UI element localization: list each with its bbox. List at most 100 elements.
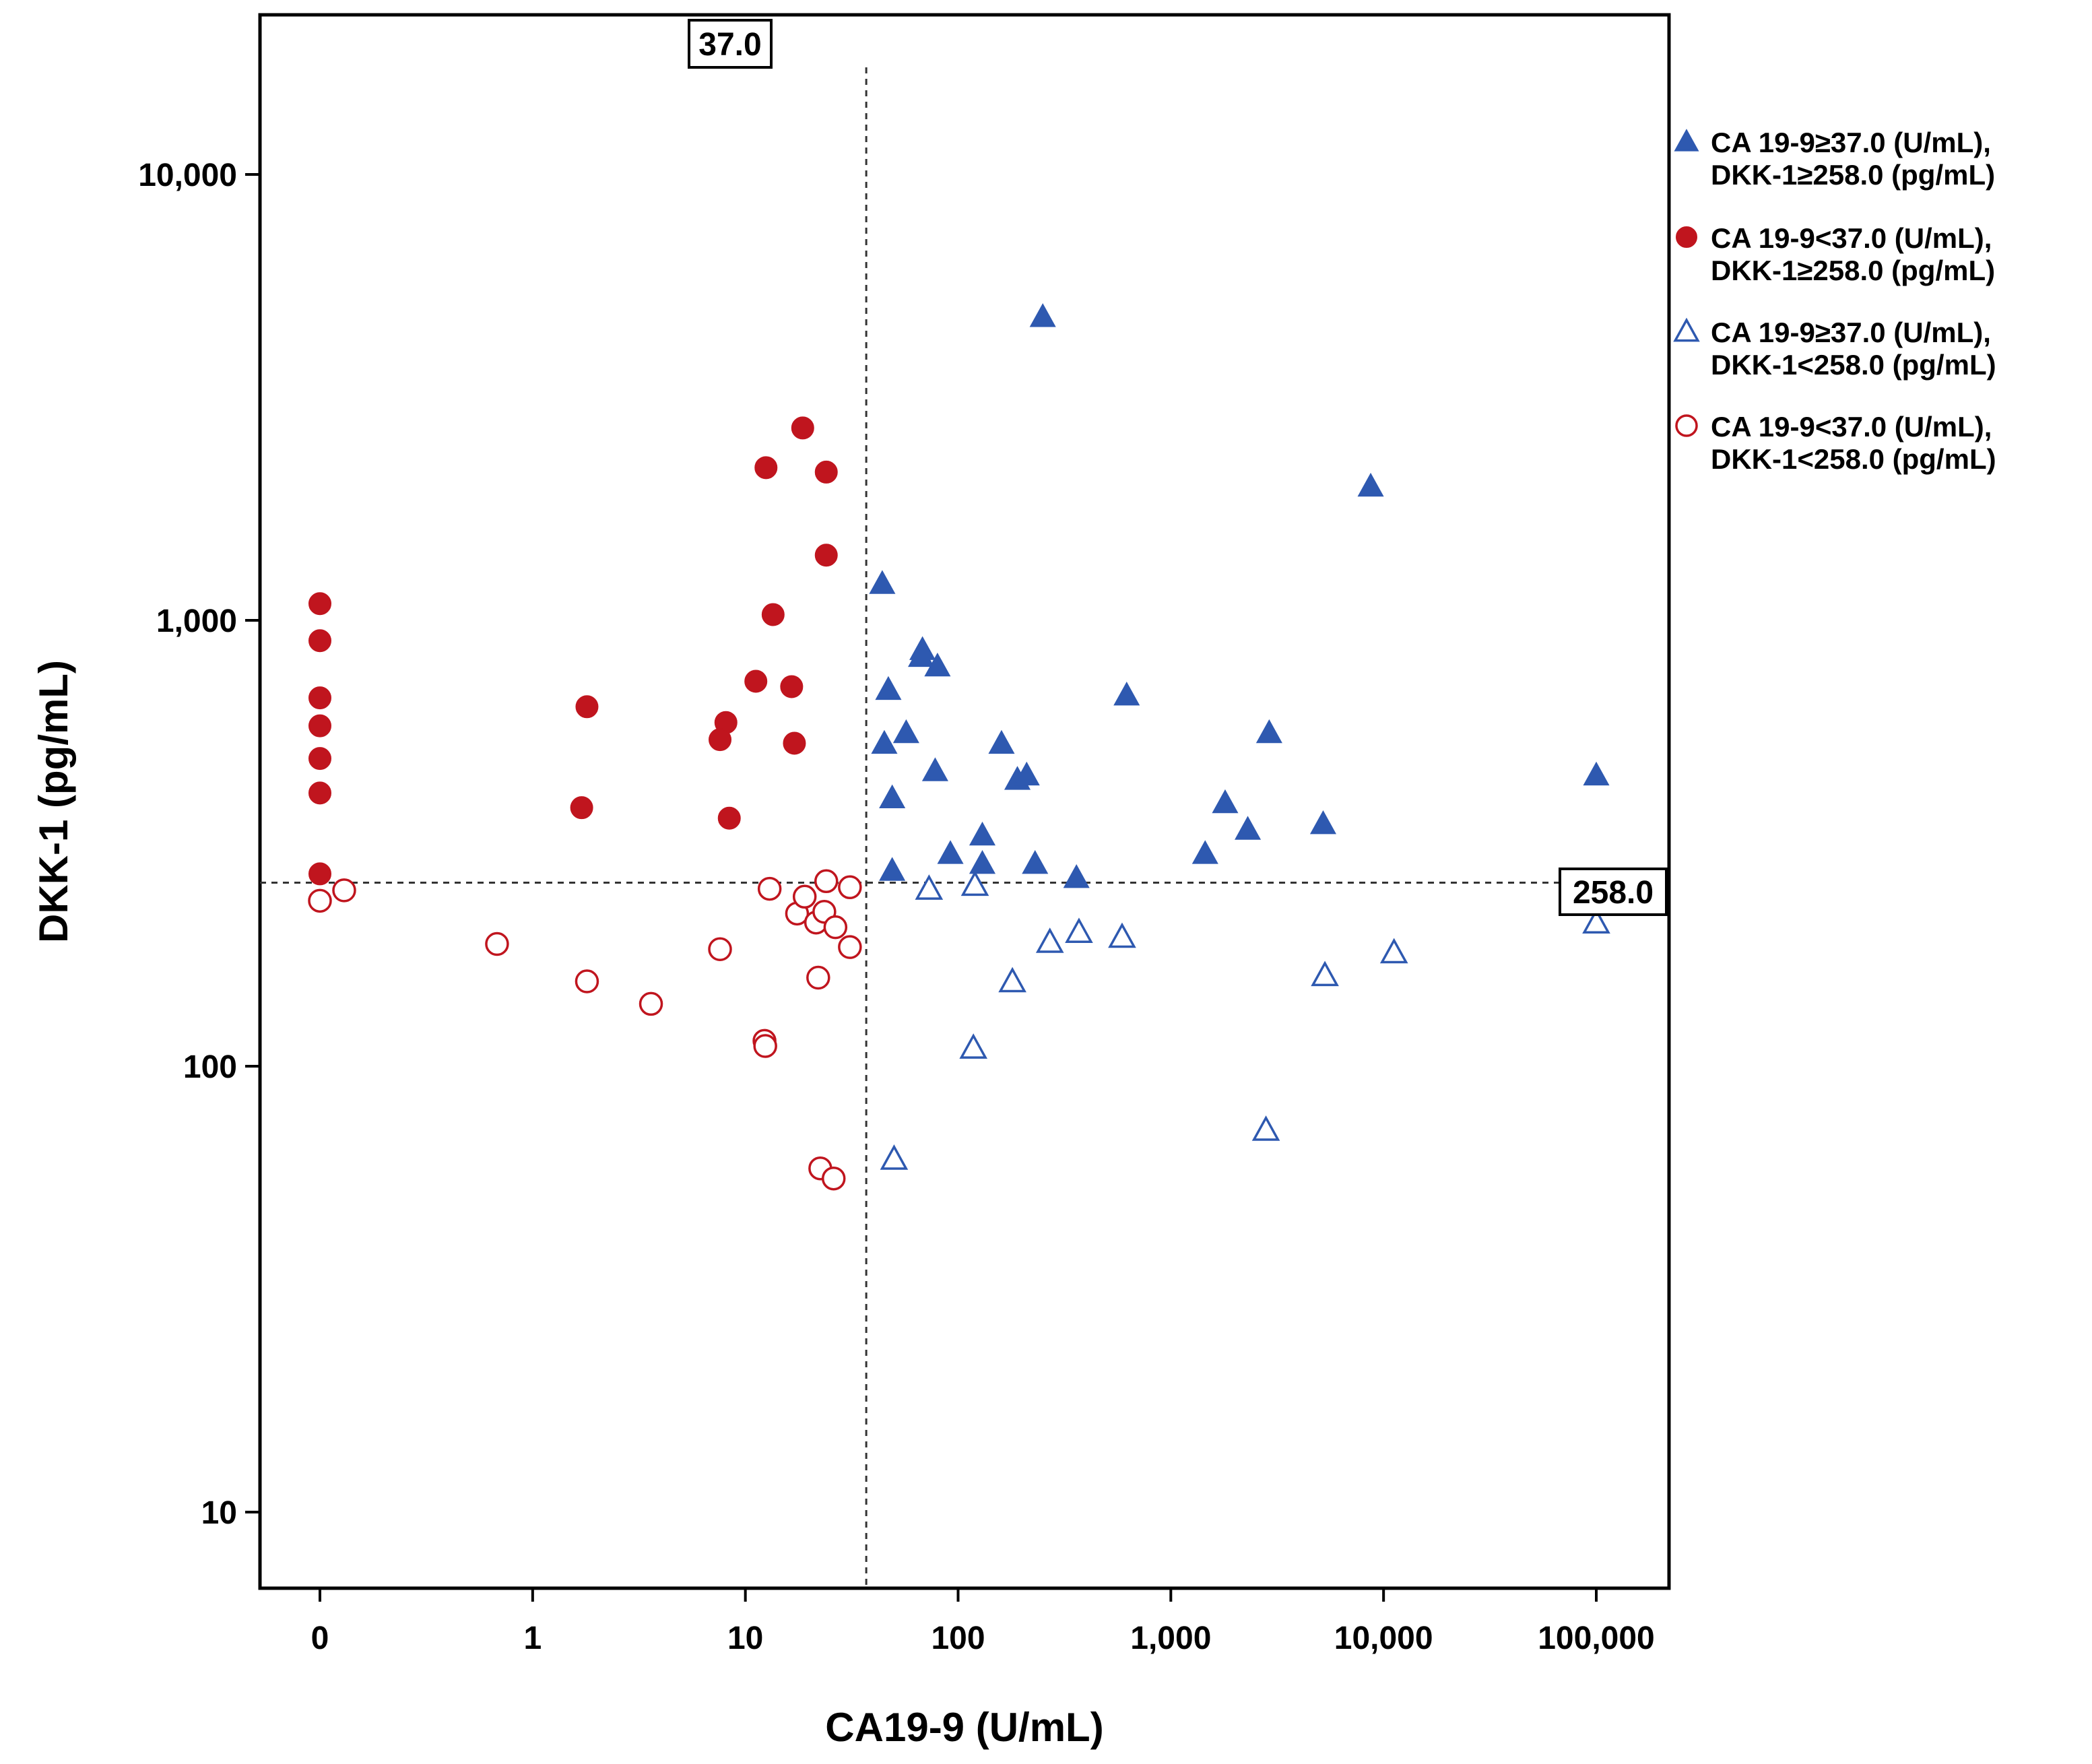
legend-label-line: DKK-1<258.0 (pg/mL) <box>1711 443 1996 475</box>
data-point <box>937 840 964 864</box>
data-point <box>754 456 778 480</box>
data-point <box>988 729 1015 754</box>
legend-label-line: DKK-1<258.0 (pg/mL) <box>1711 349 1996 381</box>
data-point <box>1113 682 1140 706</box>
data-point <box>875 676 902 700</box>
data-point <box>998 967 1026 993</box>
data-point <box>308 714 331 738</box>
data-point <box>1379 938 1408 964</box>
reference-lines <box>260 67 1560 1588</box>
data-point <box>308 686 331 710</box>
data-point <box>879 857 906 881</box>
data-point <box>1251 1115 1280 1141</box>
data-point <box>753 1034 777 1058</box>
data-point <box>791 416 814 440</box>
data-point <box>869 570 896 594</box>
x-axis-title: CA19-9 (U/mL) <box>825 1705 1103 1750</box>
data-point <box>921 757 948 781</box>
data-point <box>806 965 830 990</box>
data-point <box>1255 719 1282 744</box>
data-point <box>308 781 331 805</box>
legend-item-4: CA 19-9<37.0 (U/mL),DKK-1<258.0 (pg/mL) <box>1675 411 1996 475</box>
data-point <box>575 695 599 719</box>
data-point <box>1357 472 1384 497</box>
y-tick-label: 100 <box>183 1049 237 1085</box>
data-point <box>814 460 838 484</box>
data-point <box>960 870 989 896</box>
data-point <box>1029 303 1056 327</box>
data-point <box>1191 840 1218 864</box>
data-point <box>1063 863 1090 888</box>
y-tick-label: 10,000 <box>138 158 237 193</box>
data-point <box>308 862 331 886</box>
data-point <box>892 719 919 744</box>
series-1 <box>869 303 1610 888</box>
data-point <box>783 731 806 755</box>
legend-marker <box>1675 414 1698 437</box>
legend: CA 19-9≥37.0 (U/mL),DKK-1≥258.0 (pg/mL)C… <box>1673 127 1996 475</box>
legend-label-line: CA 19-9<37.0 (U/mL), <box>1711 411 1992 443</box>
data-point <box>708 937 732 962</box>
data-point <box>709 728 732 752</box>
y-tick-label: 10 <box>201 1495 237 1531</box>
y-axis: 10 100 1,000 10,000 <box>138 158 260 1531</box>
data-point <box>924 652 951 677</box>
data-point <box>821 1166 846 1191</box>
legend-item-2: CA 19-9<37.0 (U/mL),DKK-1≥258.0 (pg/mL) <box>1676 222 1995 286</box>
data-points <box>308 303 1610 1191</box>
data-point <box>1065 917 1093 944</box>
legend-marker <box>1674 129 1699 152</box>
data-point <box>1583 761 1610 786</box>
legend-marker <box>1676 226 1697 248</box>
ref-label-x-text: 37.0 <box>698 27 761 63</box>
data-point <box>1013 761 1040 786</box>
plot-frame <box>258 13 1671 1590</box>
ref-label-x: 37.0 <box>688 19 773 69</box>
legend-label-line: DKK-1≥258.0 (pg/mL) <box>1711 159 1995 191</box>
x-tick-label: 10 <box>727 1621 763 1656</box>
data-point <box>308 888 332 913</box>
data-point <box>1035 927 1064 953</box>
data-point <box>969 850 996 874</box>
data-point <box>1108 922 1136 948</box>
legend-item-3: CA 19-9≥37.0 (U/mL),DKK-1<258.0 (pg/mL) <box>1673 317 1996 381</box>
data-point <box>308 592 331 616</box>
x-axis: 0 1 10 100 1,000 10,000 100,000 <box>311 1588 1655 1656</box>
ref-label-y-box <box>1559 868 1668 916</box>
ref-label-y: 258.0 <box>1559 868 1668 916</box>
data-point <box>780 675 804 698</box>
x-tick-label: 1 <box>523 1621 542 1656</box>
data-point <box>1582 908 1610 934</box>
legend-item-1: CA 19-9≥37.0 (U/mL),DKK-1≥258.0 (pg/mL) <box>1674 127 1995 191</box>
data-point <box>575 969 599 993</box>
data-point <box>1235 816 1262 840</box>
ref-label-y-text: 258.0 <box>1573 875 1654 911</box>
data-point <box>308 747 331 771</box>
y-tick-label: 1,000 <box>156 603 237 639</box>
legend-label-line: CA 19-9≥37.0 (U/mL), <box>1711 317 1991 348</box>
data-point <box>1022 850 1049 874</box>
data-point <box>1309 810 1337 835</box>
x-tick-label: 0 <box>311 1621 329 1656</box>
data-point <box>871 729 898 754</box>
legend-label-line: DKK-1≥258.0 (pg/mL) <box>1711 255 1995 286</box>
x-tick-label: 10,000 <box>1334 1621 1433 1656</box>
data-point <box>880 1144 909 1170</box>
data-point <box>717 806 741 830</box>
ref-label-x-box <box>688 19 773 69</box>
data-point <box>969 821 996 846</box>
legend-marker <box>1673 317 1700 342</box>
data-point <box>761 603 785 626</box>
data-point <box>757 876 782 901</box>
x-tick-label: 100,000 <box>1538 1621 1655 1656</box>
data-point <box>639 991 663 1016</box>
data-point <box>1212 789 1239 814</box>
data-point <box>879 784 906 808</box>
data-point <box>744 669 768 693</box>
data-point <box>814 869 839 894</box>
data-point <box>570 796 593 820</box>
series-2 <box>308 416 838 886</box>
y-axis-title: DKK-1 (pg/mL) <box>31 660 76 943</box>
data-point <box>838 935 862 959</box>
